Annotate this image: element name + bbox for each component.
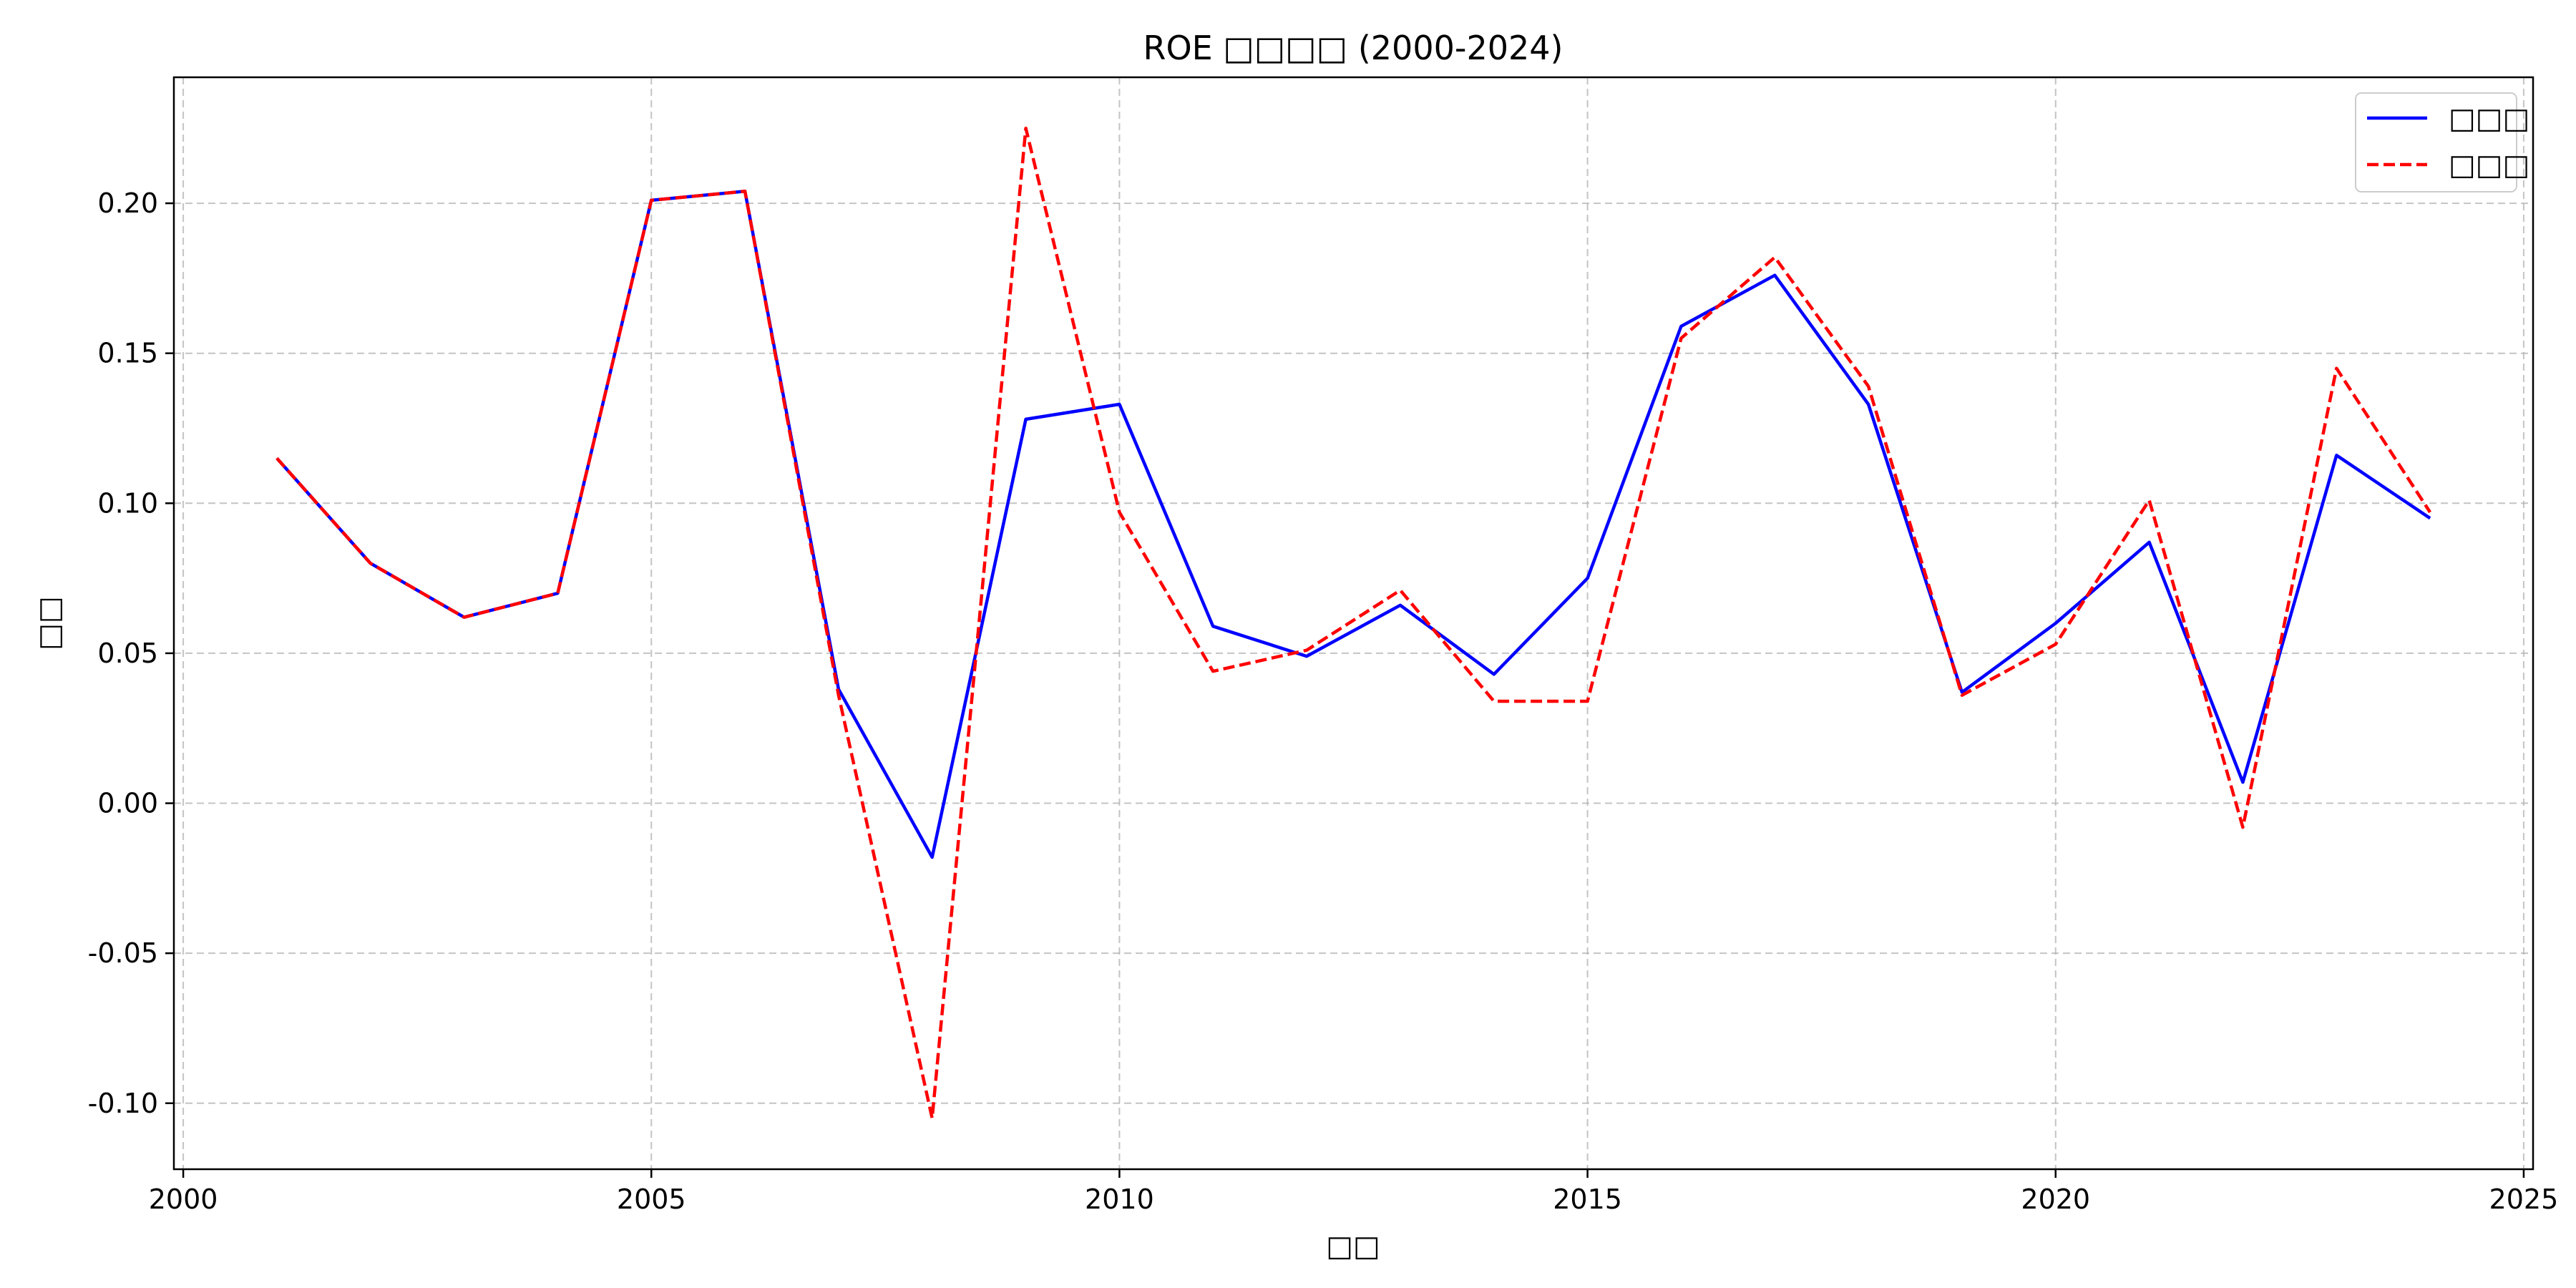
series-line-2 bbox=[275, 127, 2431, 1120]
chart-title: ROE □□□□ (2000-2024) bbox=[1143, 29, 1563, 67]
x-tick-label: 2020 bbox=[2021, 1184, 2090, 1215]
series-lines bbox=[275, 127, 2431, 1120]
y-tick-label: -0.05 bbox=[88, 937, 158, 969]
y-tick-label: 0.10 bbox=[97, 487, 158, 519]
x-axis-ticks: 2000 2005 2010 2015 2020 2025 bbox=[149, 1169, 2559, 1215]
x-tick-label: 2005 bbox=[617, 1184, 686, 1215]
x-axis-label: □□ bbox=[1326, 1230, 1380, 1263]
x-tick-label: 2010 bbox=[1085, 1184, 1154, 1215]
y-axis-ticks: -0.10 -0.05 0.00 0.05 0.10 0.15 0.20 bbox=[88, 187, 174, 1119]
y-axis-label: □□ bbox=[33, 596, 66, 650]
x-tick-label: 2025 bbox=[2489, 1184, 2559, 1215]
grid-lines bbox=[174, 77, 2533, 1169]
legend: □□□ □□□ bbox=[2355, 92, 2529, 192]
y-tick-label: 0.15 bbox=[97, 338, 158, 369]
y-tick-label: 0.20 bbox=[97, 187, 158, 219]
legend-label-2: □□□ bbox=[2449, 149, 2529, 182]
legend-label-1: □□□ bbox=[2449, 102, 2529, 135]
y-tick-label: 0.05 bbox=[97, 638, 158, 669]
y-tick-label: 0.00 bbox=[97, 788, 158, 819]
y-tick-label: -0.10 bbox=[88, 1088, 158, 1119]
x-tick-label: 2015 bbox=[1553, 1184, 1622, 1215]
plot-area-frame bbox=[172, 76, 2534, 1171]
legend-entries: □□□ □□□ bbox=[2367, 102, 2529, 182]
x-tick-label: 2000 bbox=[149, 1184, 218, 1215]
